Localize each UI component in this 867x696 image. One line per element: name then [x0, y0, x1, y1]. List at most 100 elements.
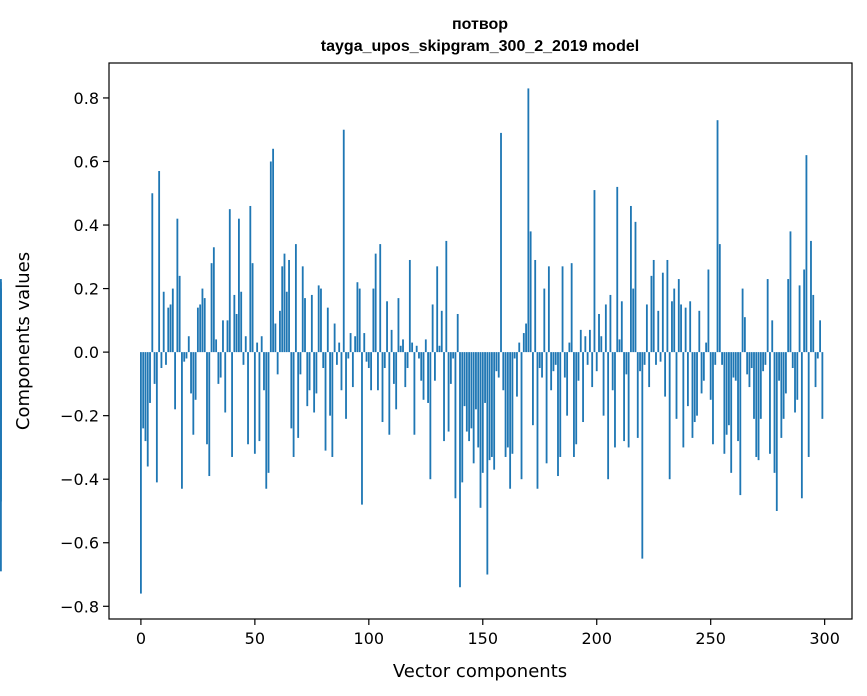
bar: [190, 352, 192, 394]
bar: [272, 148, 275, 353]
bar: [219, 352, 222, 378]
bar: [488, 352, 491, 461]
bar: [322, 352, 325, 369]
bar: [680, 304, 682, 353]
bar: [217, 352, 220, 384]
bar: [588, 329, 591, 353]
bar: [778, 352, 780, 381]
bar: [634, 221, 637, 353]
bar: [593, 190, 596, 353]
bar: [707, 269, 710, 353]
bar: [155, 352, 158, 483]
bar: [140, 352, 142, 594]
bar: [181, 352, 183, 489]
bar: [705, 342, 708, 353]
bar: [714, 352, 717, 365]
bar: [743, 317, 746, 353]
bar: [238, 218, 240, 353]
bar: [784, 352, 787, 394]
bar: [142, 352, 145, 429]
bar: [210, 263, 213, 353]
bar: [408, 259, 411, 353]
bar: [279, 310, 281, 353]
bar: [390, 329, 393, 353]
bar: [201, 288, 204, 353]
bar: [240, 291, 243, 353]
bar: [607, 352, 610, 480]
bar: [397, 298, 400, 353]
bar: [527, 88, 530, 353]
bar: [354, 336, 357, 353]
bar: [493, 352, 496, 470]
bar: [575, 352, 578, 445]
bar: [422, 352, 425, 400]
bar: [374, 253, 377, 353]
bar: [415, 345, 418, 353]
bar: [800, 352, 803, 499]
bar: [623, 352, 625, 442]
bar: [696, 352, 698, 416]
bar: [497, 352, 500, 378]
bar: [598, 313, 600, 353]
bar: [233, 294, 236, 353]
bar: [285, 291, 288, 353]
bar: [794, 352, 796, 413]
bar: [288, 259, 290, 353]
bar: [454, 352, 457, 499]
bar: [702, 352, 705, 381]
chart-title-line1: потвор: [452, 16, 508, 33]
bar: [577, 352, 580, 381]
bar: [370, 352, 373, 391]
bar: [604, 304, 607, 353]
bar: [689, 301, 692, 353]
bar: [171, 288, 174, 353]
bar: [709, 352, 712, 400]
bar: [725, 352, 728, 435]
y-tick-label: −0.4: [60, 470, 99, 489]
bar: [764, 352, 767, 365]
chart-title-line2: tayga_upos_skipgram_300_2_2019 model: [321, 38, 639, 55]
bar: [716, 120, 719, 353]
bar: [495, 352, 498, 372]
y-tick-label: 0.6: [74, 152, 99, 171]
bar: [356, 282, 359, 353]
bar: [582, 352, 584, 423]
bar: [780, 352, 783, 438]
bar: [657, 310, 660, 353]
bar: [310, 294, 313, 353]
bar: [386, 301, 388, 353]
bar: [614, 352, 616, 448]
bar: [668, 352, 671, 480]
bar: [734, 352, 737, 381]
bar: [452, 352, 455, 359]
bar: [151, 193, 154, 353]
bar: [258, 352, 261, 442]
bar: [753, 352, 755, 419]
bar: [541, 352, 543, 378]
bar: [436, 266, 439, 353]
bar: [244, 336, 247, 353]
bar: [395, 352, 398, 410]
bar: [0, 352, 2, 502]
bar: [750, 352, 753, 369]
bar: [807, 352, 810, 457]
bar: [440, 310, 443, 353]
bar: [372, 288, 375, 353]
bar: [769, 352, 771, 454]
bar: [377, 352, 379, 391]
bar: [367, 352, 370, 369]
bar: [600, 336, 603, 353]
bar: [290, 352, 293, 429]
x-axis-ticks: 0 50 100 150 200 250 300: [136, 619, 840, 648]
bar: [684, 307, 687, 353]
bar: [242, 352, 245, 365]
bar: [215, 339, 218, 353]
bar: [299, 352, 302, 375]
bar: [536, 352, 539, 489]
bar: [345, 352, 347, 419]
bar: [559, 352, 562, 457]
bar: [568, 342, 571, 353]
bar: [194, 352, 197, 400]
bar: [392, 352, 395, 384]
bar: [739, 352, 742, 496]
